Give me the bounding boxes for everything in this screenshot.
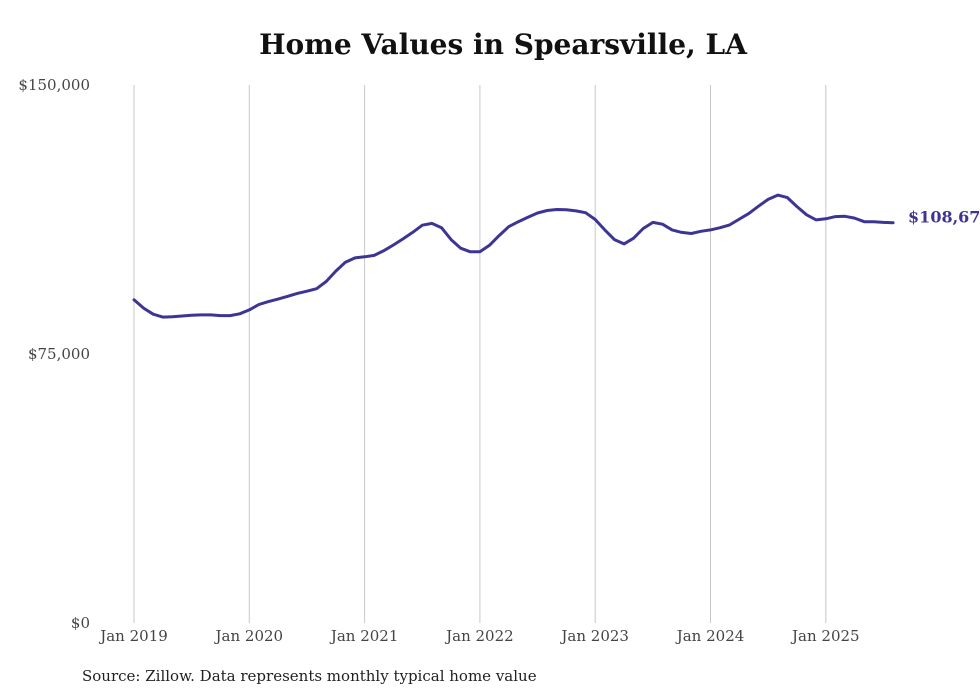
source-note: Source: Zillow. Data represents monthly …	[82, 667, 537, 685]
y-tick-label: $0	[71, 614, 90, 632]
x-tick-label: Jan 2023	[559, 627, 629, 645]
y-tick-label: $150,000	[18, 76, 90, 94]
x-axis-ticks: Jan 2019 Jan 2020 Jan 2021 Jan 2022 Jan 2023…	[98, 627, 859, 645]
y-axis-ticks: $0 $75,000 $150,000	[18, 76, 90, 632]
x-tick-label: Jan 2021	[329, 627, 399, 645]
series-line	[132, 193, 895, 319]
x-tick-label: Jan 2019	[98, 627, 168, 645]
x-tick-label: Jan 2025	[790, 627, 860, 645]
x-tick-label: Jan 2022	[444, 627, 514, 645]
chart-title: Home Values in Spearsville, LA	[259, 28, 747, 61]
grid-lines	[133, 85, 827, 623]
x-tick-label: Jan 2020	[214, 627, 284, 645]
x-tick-label: Jan 2024	[675, 627, 745, 645]
end-value-label: $108,679	[908, 208, 980, 227]
y-tick-label: $75,000	[28, 345, 90, 363]
series-layer	[132, 193, 895, 319]
